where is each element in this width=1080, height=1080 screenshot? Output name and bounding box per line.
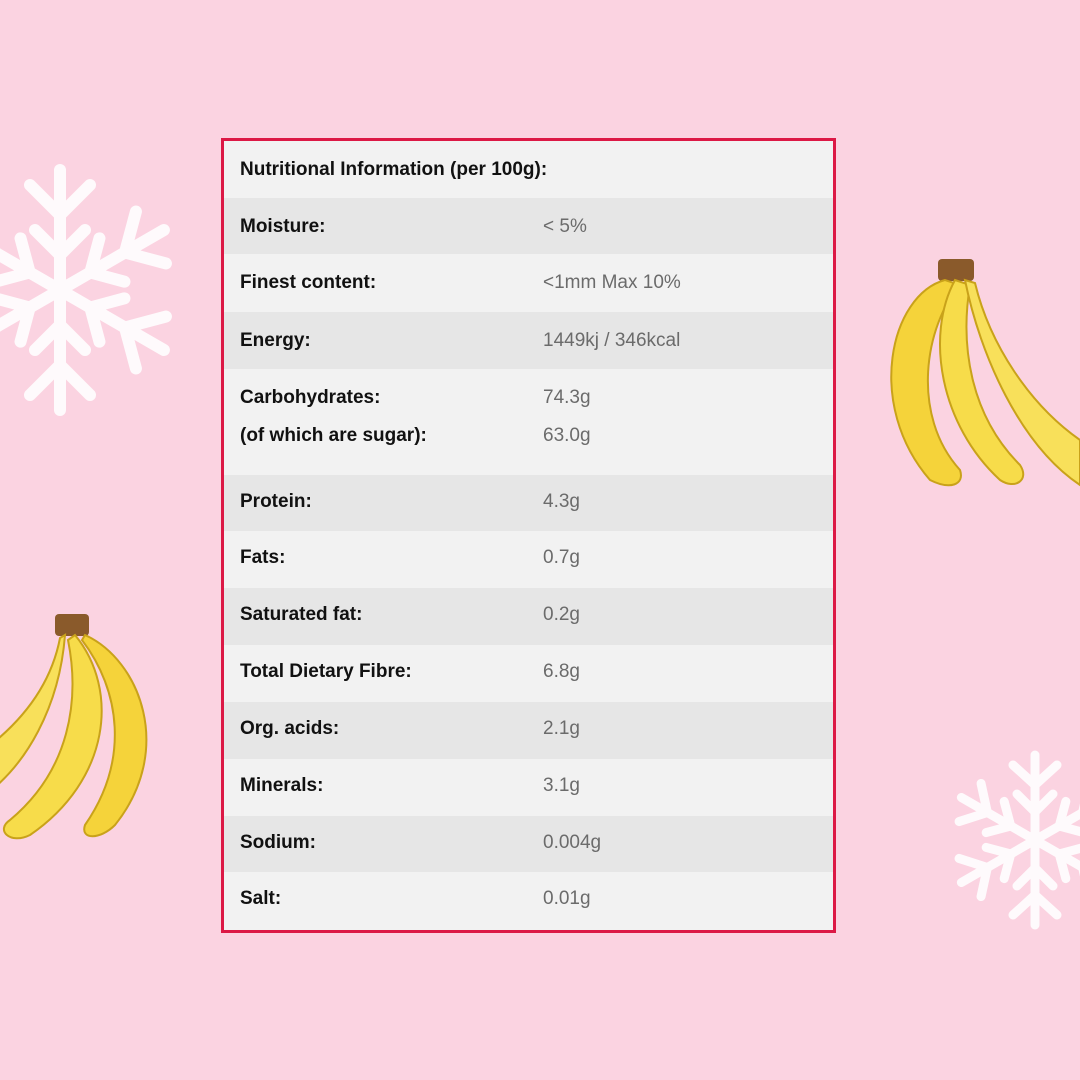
- row-label: Minerals:: [240, 775, 324, 796]
- row-label: Fats:: [240, 547, 286, 568]
- table-row: Minerals: 3.1g: [224, 759, 833, 816]
- row-label: Protein:: [240, 491, 312, 512]
- nutrition-table: Nutritional Information (per 100g): Mois…: [221, 138, 836, 933]
- table-title: Nutritional Information (per 100g):: [240, 159, 548, 180]
- table-row: Fats: 0.7g: [224, 531, 833, 588]
- snowflake-icon: [945, 750, 1080, 930]
- table-row: Sodium: 0.004g: [224, 816, 833, 872]
- table-row: Protein: 4.3g: [224, 475, 833, 531]
- row-value: < 5%: [543, 216, 587, 237]
- table-row: Saturated fat: 0.2g: [224, 588, 833, 645]
- table-row: Finest content: <1mm Max 10%: [224, 254, 833, 312]
- table-row: Energy: 1449kj / 346kcal: [224, 312, 833, 369]
- table-header-row: Nutritional Information (per 100g):: [224, 141, 833, 198]
- row-label: Carbohydrates:: [240, 387, 381, 408]
- row-sub-value: 63.0g: [543, 425, 591, 446]
- row-label: Energy:: [240, 330, 311, 351]
- row-value: 0.7g: [543, 547, 580, 568]
- table-row: Moisture: < 5%: [224, 198, 833, 254]
- row-value: 0.2g: [543, 604, 580, 625]
- banana-bunch-image: [0, 614, 148, 840]
- row-value: 0.01g: [543, 888, 591, 909]
- table-row: Carbohydrates: 74.3g (of which are sugar…: [224, 369, 833, 475]
- table-row: Salt: 0.01g: [224, 872, 833, 930]
- row-value: 0.004g: [543, 832, 602, 853]
- row-label: Total Dietary Fibre:: [240, 661, 412, 682]
- row-value: 4.3g: [543, 491, 580, 512]
- row-label: Finest content:: [240, 272, 377, 293]
- row-value: <1mm Max 10%: [543, 272, 681, 293]
- table-row: Total Dietary Fibre: 6.8g: [224, 645, 833, 702]
- row-label: Moisture:: [240, 216, 326, 237]
- row-value: 6.8g: [543, 661, 580, 682]
- row-label: Salt:: [240, 888, 282, 909]
- row-value: 2.1g: [543, 718, 580, 739]
- row-value: 74.3g: [543, 387, 591, 408]
- row-value: 3.1g: [543, 775, 580, 796]
- row-label: Sodium:: [240, 832, 316, 853]
- row-value: 1449kj / 346kcal: [543, 330, 681, 351]
- snowflake-icon: [0, 164, 180, 420]
- table-row: Org. acids: 2.1g: [224, 702, 833, 759]
- row-label: Org. acids:: [240, 718, 340, 739]
- banana-bunch-image: [890, 259, 1080, 487]
- row-label: Saturated fat:: [240, 604, 363, 625]
- row-sub-label: (of which are sugar):: [240, 425, 427, 446]
